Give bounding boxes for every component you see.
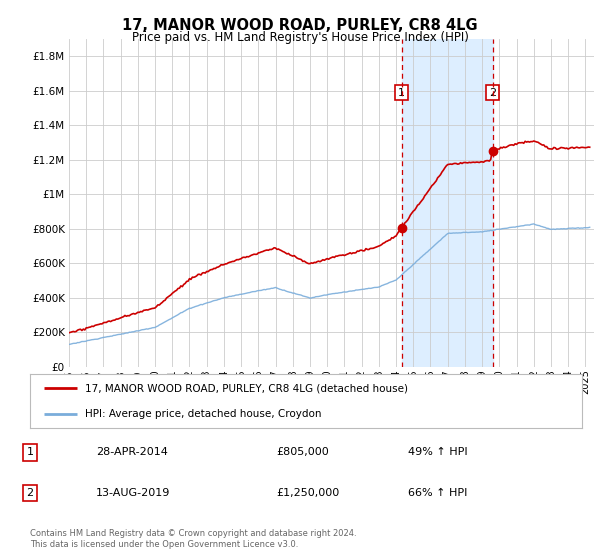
Text: Contains HM Land Registry data © Crown copyright and database right 2024.
This d: Contains HM Land Registry data © Crown c…	[30, 529, 356, 549]
Text: 66% ↑ HPI: 66% ↑ HPI	[408, 488, 467, 498]
Text: 2: 2	[26, 488, 34, 498]
Bar	[401, 39, 493, 367]
Text: HPI: Average price, detached house, Croydon: HPI: Average price, detached house, Croy…	[85, 409, 322, 418]
Text: 28-APR-2014: 28-APR-2014	[96, 447, 168, 458]
Text: 17, MANOR WOOD ROAD, PURLEY, CR8 4LG (detached house): 17, MANOR WOOD ROAD, PURLEY, CR8 4LG (de…	[85, 384, 408, 393]
Text: 1: 1	[26, 447, 34, 458]
Text: 1: 1	[398, 88, 405, 97]
Text: Price paid vs. HM Land Registry's House Price Index (HPI): Price paid vs. HM Land Registry's House …	[131, 31, 469, 44]
Text: 2: 2	[489, 88, 496, 97]
Text: 17, MANOR WOOD ROAD, PURLEY, CR8 4LG: 17, MANOR WOOD ROAD, PURLEY, CR8 4LG	[122, 18, 478, 33]
Text: 13-AUG-2019: 13-AUG-2019	[96, 488, 170, 498]
Text: £1,250,000: £1,250,000	[276, 488, 339, 498]
Text: 49% ↑ HPI: 49% ↑ HPI	[408, 447, 467, 458]
Text: £805,000: £805,000	[276, 447, 329, 458]
